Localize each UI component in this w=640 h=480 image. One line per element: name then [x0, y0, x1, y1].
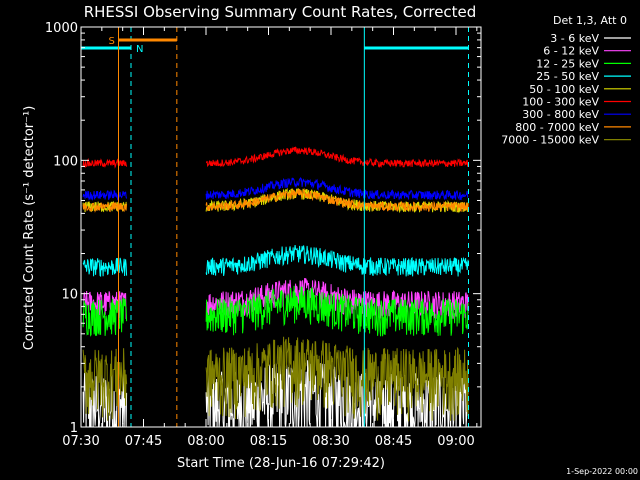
- y-axis-label: Corrected Count Rate (s⁻¹ detector⁻¹): [22, 106, 37, 351]
- x-tick-label: 08:45: [375, 434, 412, 449]
- date-stamp: 1-Sep-2022 00:00: [566, 467, 638, 476]
- x-tick-label: 07:45: [125, 434, 162, 449]
- legend-title: Det 1,3, Att 0: [553, 14, 627, 27]
- saa-flag-label: S: [109, 36, 115, 47]
- y-tick-label: 100: [53, 154, 78, 169]
- x-tick-label: 08:30: [312, 434, 349, 449]
- y-tick-label: 1: [70, 421, 78, 436]
- legend-label: 6 - 12 keV: [543, 45, 599, 58]
- night-flag-label: N: [136, 44, 143, 55]
- y-axis: 1 10 100 1000: [45, 21, 481, 436]
- y-tick-label: 10: [61, 288, 78, 303]
- series-line: [82, 146, 469, 169]
- legend-label: 300 - 800 keV: [522, 108, 599, 121]
- series-line: [82, 187, 469, 213]
- legend-label: 25 - 50 keV: [536, 70, 599, 83]
- plot-frame: [80, 26, 482, 428]
- series-line: [82, 336, 469, 422]
- x-tick-label: 09:00: [437, 434, 474, 449]
- x-tick-label: 08:00: [187, 434, 224, 449]
- x-tick-label: 07:30: [62, 434, 99, 449]
- series-layer: [82, 146, 469, 429]
- chart-title: RHESSI Observing Summary Count Rates, Co…: [84, 3, 477, 21]
- series-line: [82, 285, 469, 337]
- legend-label: 100 - 300 keV: [522, 96, 599, 109]
- x-axis-label: Start Time (28-Jun-16 07:29:42): [177, 456, 385, 471]
- series-line: [82, 176, 469, 201]
- series-line: [82, 360, 469, 429]
- legend-label: 800 - 7000 keV: [515, 121, 599, 134]
- x-tick-label: 08:15: [250, 434, 287, 449]
- legend-label: 7000 - 15000 keV: [501, 134, 599, 147]
- y-tick-label: 1000: [45, 21, 78, 36]
- legend-label: 3 - 6 keV: [550, 32, 599, 45]
- series-line: [82, 245, 469, 278]
- legend-label: 12 - 25 keV: [536, 57, 599, 70]
- flags-layer: SN: [80, 27, 469, 427]
- legend-label: 50 - 100 keV: [529, 83, 599, 96]
- x-axis: 07:30 07:45 08:00 08:15 08:30 08:45 09:00: [62, 27, 478, 449]
